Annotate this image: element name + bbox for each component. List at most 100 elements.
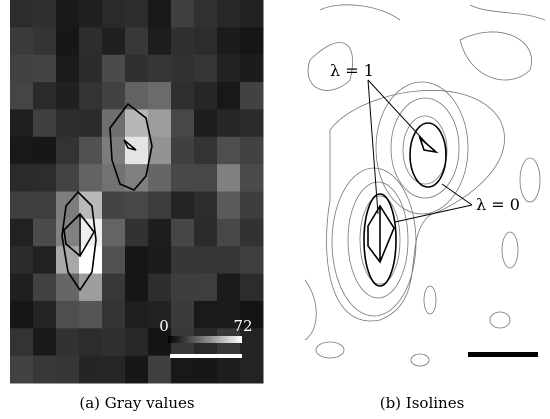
- annotation: λ = 0: [476, 195, 520, 214]
- pixel: [125, 219, 149, 247]
- pixel: [10, 246, 34, 274]
- pixel: [102, 27, 126, 55]
- pixel: [171, 246, 195, 274]
- pixel: [171, 137, 195, 165]
- pixel: [33, 137, 57, 165]
- pixel: [171, 274, 195, 302]
- pixel: [10, 328, 34, 356]
- isolines: [305, 5, 545, 366]
- pixel: [102, 246, 126, 274]
- pixel: [33, 301, 57, 329]
- pixel: [194, 301, 218, 329]
- pixel: [33, 164, 57, 192]
- pixel: [33, 219, 57, 247]
- pixel: [125, 55, 149, 83]
- pixel: [240, 246, 264, 274]
- pixel: [33, 246, 57, 274]
- pixel: [125, 0, 149, 28]
- pixel: [148, 164, 172, 192]
- pixel: [194, 219, 218, 247]
- pixel: [56, 137, 80, 165]
- pixel: [10, 55, 34, 83]
- pixel: [194, 82, 218, 110]
- pixel: [33, 55, 57, 83]
- colorbar-min: 0: [159, 317, 169, 335]
- pixel: [217, 356, 241, 384]
- pixel: [194, 27, 218, 55]
- figure: 0 72 (a) Gray values λ = 1 λ = 0 (b) Iso…: [0, 0, 550, 419]
- pixel: [217, 219, 241, 247]
- caption: (a) Gray values: [79, 394, 194, 412]
- pixel: [240, 274, 264, 302]
- pixel: [79, 356, 103, 384]
- pixel: [148, 27, 172, 55]
- pixel: [33, 328, 57, 356]
- pixel: [171, 0, 195, 28]
- pixel: [56, 109, 80, 137]
- pixel: [240, 109, 264, 137]
- pixel: [217, 137, 241, 165]
- pixel: [10, 164, 34, 192]
- pixel: [102, 192, 126, 220]
- pixel: [79, 55, 103, 83]
- pixel: [79, 164, 103, 192]
- pixel: [194, 192, 218, 220]
- pixel: [217, 274, 241, 302]
- pixel: [79, 0, 103, 28]
- pixel: [148, 0, 172, 28]
- pixel: [148, 219, 172, 247]
- pixel: [194, 164, 218, 192]
- pixel: [102, 219, 126, 247]
- pixel: [125, 27, 149, 55]
- pixel: [56, 301, 80, 329]
- pixel: [171, 219, 195, 247]
- pixel: [56, 0, 80, 28]
- pixel: [148, 274, 172, 302]
- pixel: [125, 301, 149, 329]
- pixel: [10, 0, 34, 28]
- pixel: [194, 356, 218, 384]
- pixel: [79, 301, 103, 329]
- gray-value-image: [10, 0, 264, 384]
- pixel: [217, 192, 241, 220]
- pixel: [56, 328, 80, 356]
- pixel: [171, 192, 195, 220]
- caption: (b) Isolines: [380, 394, 465, 412]
- pixel: [148, 109, 172, 137]
- pixel: [125, 109, 149, 137]
- pixel: [217, 109, 241, 137]
- pixel: [125, 82, 149, 110]
- colorbar-max: 72: [233, 317, 252, 335]
- pixel: [102, 137, 126, 165]
- pixel: [240, 192, 264, 220]
- pixel: [10, 219, 34, 247]
- pixel: [56, 192, 80, 220]
- pixel: [33, 274, 57, 302]
- pixel: [102, 274, 126, 302]
- pixel: [171, 27, 195, 55]
- pixel: [171, 82, 195, 110]
- pixel: [102, 328, 126, 356]
- pixel: [148, 192, 172, 220]
- pixel: [148, 82, 172, 110]
- pixel: [148, 356, 172, 384]
- pixel: [217, 27, 241, 55]
- pixel: [10, 82, 34, 110]
- pixel: [240, 164, 264, 192]
- page: 0 72 (a) Gray values λ = 1 λ = 0 (b) Iso…: [0, 0, 550, 419]
- pixel: [33, 0, 57, 28]
- pixel: [194, 109, 218, 137]
- pixel: [56, 27, 80, 55]
- pixel: [240, 27, 264, 55]
- pixel: [79, 109, 103, 137]
- pixel: [10, 356, 34, 384]
- pixel: [56, 274, 80, 302]
- pixel: [217, 246, 241, 274]
- pixel: [148, 246, 172, 274]
- colorbar: [168, 336, 242, 343]
- pixel: [10, 27, 34, 55]
- pixel: [79, 27, 103, 55]
- pixel: [171, 356, 195, 384]
- pixel: [217, 164, 241, 192]
- pixel: [240, 137, 264, 165]
